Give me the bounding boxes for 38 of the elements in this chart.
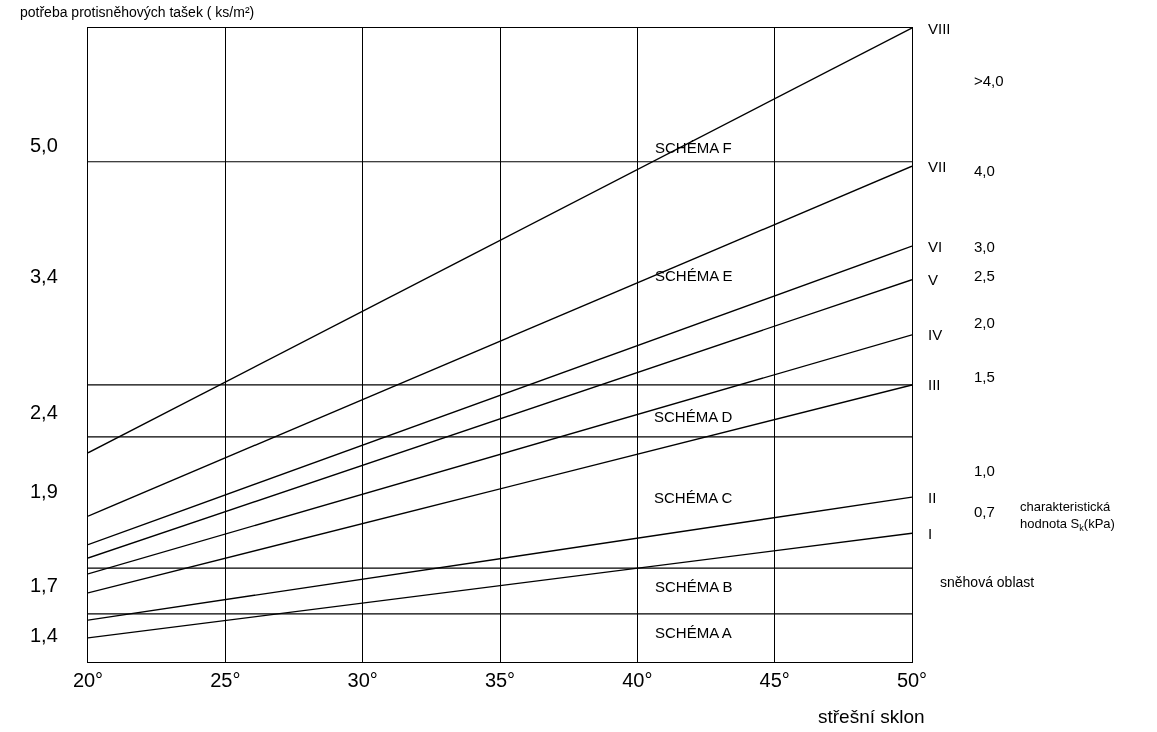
x-tick-label: 30°	[347, 669, 378, 692]
text: 2,4	[30, 401, 58, 423]
text: 2,0	[974, 314, 995, 331]
x-tick-label: 50°	[896, 669, 928, 692]
text: >4,0	[974, 72, 1004, 89]
text: 3,4	[30, 265, 58, 287]
text: 1,4	[30, 624, 58, 646]
series-label: I	[928, 525, 933, 542]
x-tick-label: 45°	[759, 669, 790, 692]
text: 1,9	[30, 480, 58, 502]
text: 1,5	[974, 368, 995, 385]
text: 1,7	[30, 574, 58, 596]
x-axis-title: střešní sklon	[818, 706, 925, 727]
series-label: VIII	[928, 20, 951, 37]
annotation: SCHÉMA C	[654, 489, 733, 506]
series-label: II	[928, 489, 937, 506]
x-tick-label: 40°	[622, 669, 653, 692]
annotation: SCHÉMA D	[654, 408, 733, 425]
x-tick-label: 35°	[484, 669, 516, 692]
text: 1,0	[974, 462, 995, 479]
annotation: SCHÉMA B	[655, 578, 733, 595]
annotation: SCHÉMA A	[655, 624, 732, 641]
text: 2,5	[974, 267, 995, 284]
series-label: VII	[928, 158, 947, 175]
series-label: III	[928, 376, 941, 393]
series-label: IV	[928, 326, 943, 343]
text: sněhová oblast	[940, 574, 1035, 590]
text: 5,0	[30, 134, 58, 156]
text: 3,0	[974, 238, 995, 255]
series-label: V	[928, 271, 939, 288]
text: 4,0	[974, 162, 995, 179]
x-tick-label: 20°	[72, 669, 104, 692]
x-tick-label: 25°	[210, 669, 241, 692]
chart-title: potřeba protisněhových tašek ( ks/m²)	[20, 4, 255, 20]
annotation: SCHÉMA E	[655, 267, 733, 284]
series-label: VI	[928, 238, 943, 255]
text: charakteristická hodnota S$_{k}$(kPa)	[1020, 499, 1115, 533]
text: 0,7	[974, 503, 995, 520]
